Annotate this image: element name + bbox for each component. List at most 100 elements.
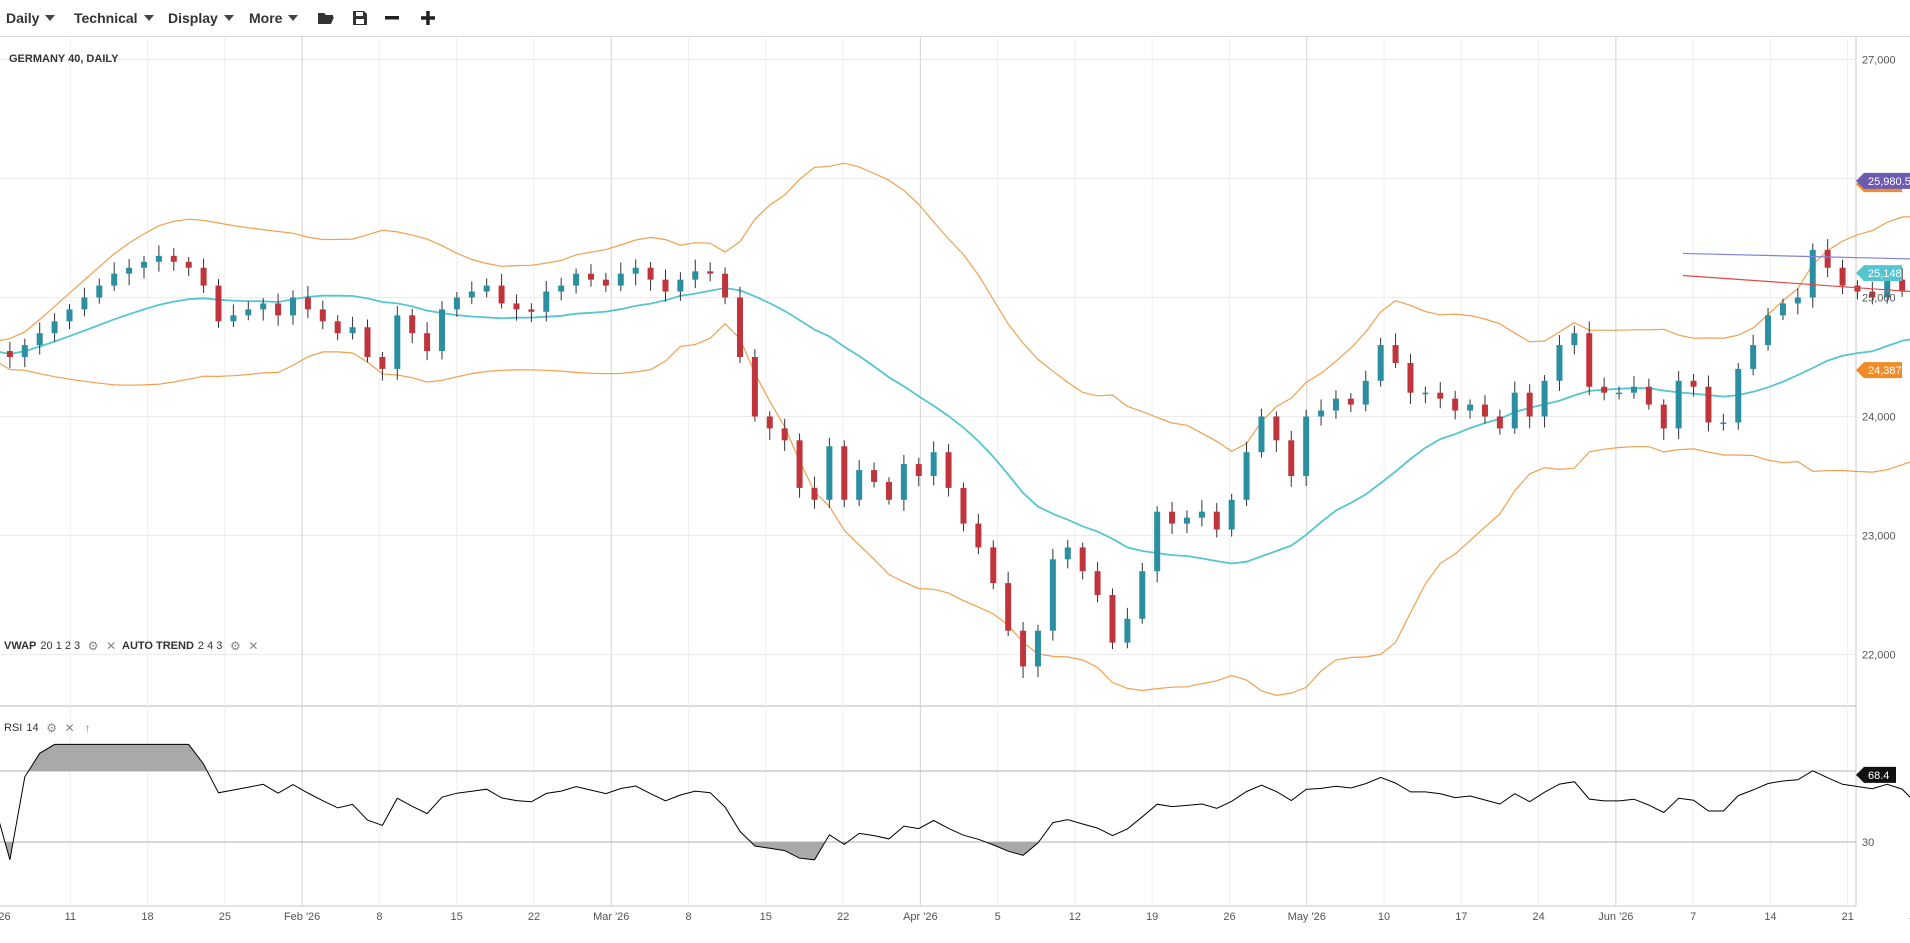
time-tick-label: 17 bbox=[1455, 911, 1467, 923]
candle-body bbox=[1779, 303, 1786, 316]
candle bbox=[1452, 390, 1459, 420]
candle-body bbox=[1571, 333, 1578, 346]
gear-icon[interactable]: ⚙ bbox=[87, 639, 99, 653]
candle-body bbox=[1630, 386, 1637, 393]
folder-open-icon[interactable] bbox=[314, 6, 338, 30]
candle bbox=[632, 259, 639, 286]
candle bbox=[543, 280, 550, 322]
time-tick-label: 10 bbox=[1378, 911, 1390, 923]
price-tick-label: 25,000 bbox=[1862, 293, 1896, 305]
candle-body bbox=[1213, 511, 1220, 530]
chevron-down-icon bbox=[143, 15, 154, 21]
time-tick-label: 11 bbox=[65, 911, 76, 923]
display-menu[interactable]: Display bbox=[168, 8, 234, 28]
more-menu[interactable]: More bbox=[249, 8, 299, 28]
autotrend-params: 2 4 3 bbox=[197, 640, 223, 652]
candle-body bbox=[275, 303, 282, 316]
candle bbox=[736, 286, 743, 363]
candle bbox=[707, 262, 714, 282]
candle bbox=[453, 291, 460, 317]
candle bbox=[1034, 624, 1041, 678]
candle-body bbox=[1467, 404, 1474, 411]
time-tick-label: Feb '26 bbox=[284, 911, 320, 923]
middle-band-price-label-bg bbox=[1856, 265, 1902, 282]
gear-icon[interactable]: ⚙ bbox=[230, 639, 241, 653]
candle-body bbox=[1869, 291, 1876, 298]
middle-band-price-label-text: 25,148 bbox=[1868, 268, 1902, 280]
candle-body bbox=[185, 261, 192, 268]
candle-body bbox=[826, 446, 833, 500]
candle bbox=[200, 258, 207, 293]
chart-canvas[interactable]: 30 22,00023,00024,00025,00026,00027,000J… bbox=[0, 36, 1910, 943]
candle bbox=[647, 262, 654, 291]
close-icon[interactable]: ✕ bbox=[64, 721, 75, 735]
autotrend-overlay-label[interactable]: AUTO TREND 2 4 3 ⚙ ✕ bbox=[122, 639, 264, 653]
rsi-name: RSI bbox=[4, 722, 23, 734]
candle-body bbox=[587, 273, 594, 280]
candle-body bbox=[6, 351, 13, 357]
candle bbox=[751, 349, 758, 422]
rsi-panel: 30 bbox=[0, 743, 1910, 861]
candle-body bbox=[51, 321, 58, 334]
candle-body bbox=[1884, 279, 1891, 298]
candle bbox=[289, 290, 296, 325]
time-tick-label: 19 bbox=[1146, 911, 1158, 923]
candle-body bbox=[796, 440, 803, 488]
middle-band-price-label: 25,148 bbox=[1856, 265, 1902, 282]
candle bbox=[66, 304, 73, 330]
gear-icon[interactable]: ⚙ bbox=[46, 721, 57, 735]
candle bbox=[841, 440, 848, 508]
candle bbox=[96, 278, 103, 304]
candle bbox=[1228, 493, 1235, 537]
candle bbox=[1183, 510, 1190, 534]
candle bbox=[1541, 375, 1548, 428]
candle bbox=[170, 248, 177, 271]
vwap-params: 20 1 2 3 bbox=[40, 640, 81, 652]
technical-menu[interactable]: Technical bbox=[74, 8, 154, 28]
arrow-up-icon[interactable]: ↑ bbox=[84, 721, 91, 735]
candle-body bbox=[1139, 571, 1146, 619]
rsi-overlay-label[interactable]: RSI 14 ⚙ ✕ ↑ bbox=[4, 721, 99, 735]
timeframe-menu[interactable]: Daily bbox=[6, 8, 56, 28]
lower-band-line bbox=[0, 322, 1910, 697]
candle bbox=[394, 305, 401, 380]
candle-body bbox=[1586, 333, 1593, 387]
candle bbox=[1109, 588, 1116, 650]
candle-body bbox=[289, 297, 296, 316]
candle-body bbox=[1660, 404, 1667, 429]
candle bbox=[379, 352, 386, 381]
close-icon[interactable]: ✕ bbox=[248, 639, 259, 653]
candle-body bbox=[304, 297, 311, 310]
rsi-value-text: 68.4 bbox=[1868, 770, 1889, 782]
close-icon[interactable]: ✕ bbox=[106, 639, 117, 653]
axes: 22,00023,00024,00025,00026,00027,000Jan … bbox=[0, 55, 1910, 924]
candle bbox=[1437, 382, 1444, 409]
time-tick-label: 8 bbox=[685, 911, 691, 923]
candle-body bbox=[1794, 297, 1801, 304]
candlesticks bbox=[6, 239, 1906, 678]
candle bbox=[1899, 268, 1906, 297]
candle-body bbox=[1601, 386, 1608, 393]
zoom-out-icon[interactable] bbox=[380, 6, 404, 30]
candle-body bbox=[781, 428, 788, 441]
vwap-overlay-label[interactable]: VWAP 20 1 2 3 ⚙ ✕ bbox=[4, 639, 122, 653]
candle-body bbox=[1228, 499, 1235, 530]
time-tick-label: 22 bbox=[528, 911, 540, 923]
candle bbox=[1779, 298, 1786, 321]
lower-band-price-label: 24,387 bbox=[1856, 362, 1902, 379]
last-price-label: 25,980.50 bbox=[1856, 172, 1910, 189]
candle-body bbox=[170, 255, 177, 262]
time-tick-label: 22 bbox=[837, 911, 849, 923]
candle bbox=[424, 322, 431, 361]
candle bbox=[21, 338, 28, 368]
candle-body bbox=[1258, 416, 1265, 453]
save-icon[interactable] bbox=[348, 6, 372, 30]
candle-body bbox=[1049, 559, 1056, 631]
candle-body bbox=[1735, 368, 1742, 423]
time-tick-label: Mar '26 bbox=[593, 911, 629, 923]
zoom-in-icon[interactable] bbox=[416, 6, 440, 30]
candle bbox=[990, 540, 997, 590]
candle-body bbox=[677, 279, 684, 292]
candle-body bbox=[1109, 595, 1116, 643]
